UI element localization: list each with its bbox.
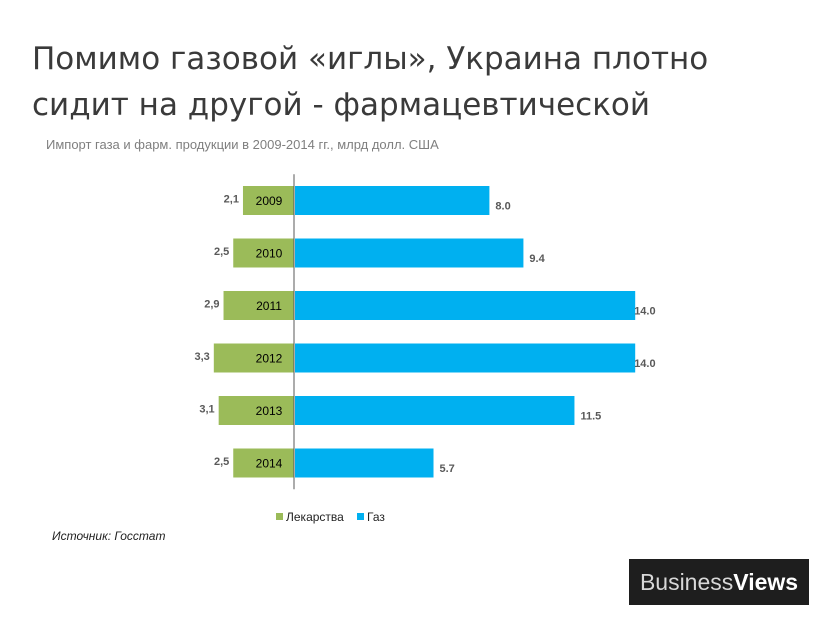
value-labels: 2,1 8.0 2,5 9.4 2,9 14.0 3,3 14.0 3,1 11.5 2,5 5.7: [195, 194, 656, 476]
pharma-value-label-2014: 2,5: [214, 456, 229, 468]
gas-bar-2009: [295, 186, 490, 215]
legend-swatch-gas: [357, 513, 364, 520]
pharma-bar-2012: [213, 343, 294, 373]
category-label-2013: 2013: [256, 404, 283, 418]
chart-subtitle: Импорт газа и фарм. продукции в 2009-201…: [46, 137, 439, 152]
logo-part-views: Views: [733, 569, 799, 595]
pharma-bar-2013: [218, 396, 294, 425]
pharma-value-label-2013: 3,1: [199, 404, 214, 416]
gas-value-label-2013: 11.5: [580, 411, 601, 423]
gas-bar-2014: [295, 448, 434, 478]
pharma-bars: [213, 186, 294, 478]
category-label-2010: 2010: [256, 247, 283, 261]
pharma-bar-2011: [223, 291, 294, 320]
gas-bar-2011: [295, 291, 636, 320]
pharma-bar-2009: [242, 186, 294, 215]
chart-title: Помимо газовой «иглы», Украина плотно си…: [32, 36, 812, 128]
legend-label-pharma: Лекарства: [286, 510, 344, 524]
pharma-bar-2010: [233, 238, 294, 268]
gas-value-label-2012: 14.0: [634, 358, 655, 370]
pharma-value-label-2012: 3,3: [195, 351, 210, 363]
logo-part-business: Business: [639, 569, 734, 595]
legend: Лекарства Газ: [276, 510, 385, 524]
title-line-1: Помимо газовой «иглы», Украина плотно: [32, 41, 709, 77]
business-views-logo: BusinessViews: [629, 559, 809, 605]
category-labels: 2009 2010 2011 2012 2013 2014: [256, 194, 283, 471]
gas-bar-2013: [295, 396, 575, 425]
gas-value-label-2009: 8.0: [495, 201, 510, 213]
pharma-value-label-2010: 2,5: [214, 246, 229, 258]
gas-bars: [295, 186, 636, 478]
gas-bar-2010: [295, 238, 524, 268]
pharma-value-label-2011: 2,9: [204, 299, 219, 311]
gas-value-label-2014: 5.7: [440, 463, 455, 475]
category-label-2012: 2012: [256, 352, 283, 366]
legend-swatch-pharma: [276, 513, 283, 520]
source-note: Источник: Госстат: [52, 529, 166, 543]
gas-value-label-2011: 14.0: [634, 306, 655, 318]
category-label-2009: 2009: [256, 194, 283, 208]
category-label-2014: 2014: [256, 457, 283, 471]
title-line-2: сидит на другой - фармацевтической: [32, 87, 651, 123]
gas-value-label-2010: 9.4: [529, 253, 545, 265]
gas-bar-2012: [295, 343, 636, 373]
legend-label-gas: Газ: [367, 510, 385, 524]
pharma-value-label-2009: 2,1: [224, 194, 239, 206]
category-label-2011: 2011: [256, 299, 282, 313]
pharma-bar-2014: [233, 448, 294, 478]
